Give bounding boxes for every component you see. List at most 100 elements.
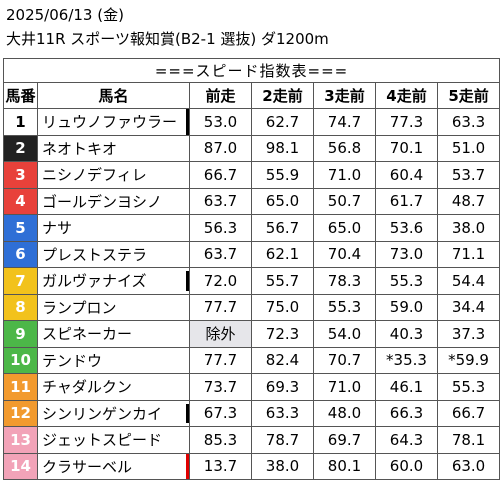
horse-name: ランプロン [37, 293, 190, 321]
speed-index-3: 56.8 [313, 134, 376, 162]
speed-index-1: 77.7 [189, 346, 252, 374]
speed-index-5: 51.0 [436, 134, 501, 162]
speed-index-2: 56.7 [251, 214, 314, 242]
horse-name: チャダルクン [37, 373, 190, 401]
horse-number: 6 [3, 240, 38, 268]
table-row: 14 クラサーベル 13.7 38.0 80.1 60.0 63.0 [3, 452, 501, 480]
speed-index-2: 82.4 [251, 346, 314, 374]
speed-index-1: 63.7 [189, 240, 252, 268]
column-header-2-races-ago: 2走前 [251, 82, 314, 109]
horse-name: テンドウ [37, 346, 190, 374]
speed-index-3: 54.0 [313, 320, 376, 348]
black-marker [186, 271, 189, 291]
speed-index-5: 53.7 [436, 161, 501, 189]
table-row: 9 スピネーカー 除外 72.3 54.0 40.3 37.3 [3, 320, 501, 348]
speed-index-4: 59.0 [375, 293, 438, 321]
horse-name-text: ジェットスピード [42, 431, 163, 450]
speed-index-2: 55.9 [251, 161, 314, 189]
speed-index-3: 71.0 [313, 161, 376, 189]
table-row: 8 ランプロン 77.7 75.0 55.3 59.0 34.4 [3, 293, 501, 321]
column-header-horse-name: 馬名 [37, 82, 190, 109]
table-title: ===スピード指数表=== [2, 58, 501, 83]
horse-name-text: ナサ [42, 219, 73, 238]
speed-index-4: 70.1 [375, 134, 438, 162]
speed-index-4: 73.0 [375, 240, 438, 268]
horse-name-text: シンリンゲンカイ [42, 404, 163, 423]
speed-index-5: 38.0 [436, 214, 501, 242]
horse-name-text: ネオトキオ [42, 139, 118, 158]
horse-number: 3 [3, 161, 38, 189]
speed-index-2: 62.1 [251, 240, 314, 268]
horse-name: リュウノファウラー [37, 108, 190, 136]
speed-index-4: 77.3 [375, 108, 438, 136]
column-header-4-races-ago: 4走前 [375, 82, 438, 109]
speed-index-2: 98.1 [251, 134, 314, 162]
speed-index-1: 73.7 [189, 373, 252, 401]
table-row: 13 ジェットスピード 85.3 78.7 69.7 64.3 78.1 [3, 426, 501, 454]
speed-index-4: 61.7 [375, 187, 438, 215]
horse-name-text: リュウノファウラー [42, 113, 178, 132]
horse-name-text: ガルヴァナイズ [42, 272, 147, 291]
column-header-number: 馬番 [3, 82, 38, 109]
horse-name: スピネーカー [37, 320, 190, 348]
table-row: 2 ネオトキオ 87.0 98.1 56.8 70.1 51.0 [3, 134, 501, 162]
table-row: 1 リュウノファウラー 53.0 62.7 74.7 77.3 63.3 [3, 108, 501, 136]
speed-index-4: 60.0 [375, 452, 438, 480]
speed-index-3: 71.0 [313, 373, 376, 401]
speed-index-1: 56.3 [189, 214, 252, 242]
speed-index-3: 78.3 [313, 267, 376, 295]
speed-index-2: 78.7 [251, 426, 314, 454]
horse-name: ジェットスピード [37, 426, 190, 454]
speed-index-5: *59.9 [436, 346, 501, 374]
speed-index-2: 55.7 [251, 267, 314, 295]
horse-number: 1 [3, 108, 38, 136]
black-marker [186, 403, 189, 423]
speed-index-1: 67.3 [189, 399, 252, 427]
horse-name: ゴールデンヨシノ [37, 187, 190, 215]
horse-name-text: テンドウ [42, 351, 103, 370]
horse-name-text: ランプロン [42, 298, 117, 317]
speed-index-1: 53.0 [189, 108, 252, 136]
horse-name: クラサーベル [37, 452, 190, 480]
speed-index-4: 60.4 [375, 161, 438, 189]
speed-index-1: 77.7 [189, 293, 252, 321]
speed-index-2: 65.0 [251, 187, 314, 215]
speed-index-5: 54.4 [436, 267, 501, 295]
horse-name-text: スピネーカー [42, 325, 133, 344]
horse-number: 4 [3, 187, 38, 215]
speed-index-3: 50.7 [313, 187, 376, 215]
horse-number: 12 [3, 399, 38, 427]
table-row: 11 チャダルクン 73.7 69.3 71.0 46.1 55.3 [3, 373, 501, 401]
horse-name-text: プレストステラ [42, 245, 148, 264]
speed-index-1: 除外 [189, 320, 252, 348]
race-date: 2025/06/13 (金) [6, 6, 124, 24]
speed-index-1: 13.7 [189, 452, 252, 480]
speed-index-1: 63.7 [189, 187, 252, 215]
horse-name: ガルヴァナイズ [37, 267, 190, 295]
speed-index-2: 38.0 [251, 452, 314, 480]
table-row: 10 テンドウ 77.7 82.4 70.7 *35.3 *59.9 [3, 346, 501, 374]
speed-index-5: 63.3 [436, 108, 501, 136]
speed-index-3: 70.7 [313, 346, 376, 374]
speed-index-4: 55.3 [375, 267, 438, 295]
speed-index-4: 66.3 [375, 399, 438, 427]
table-row: 5 ナサ 56.3 56.7 65.0 53.6 38.0 [3, 214, 501, 242]
speed-index-3: 70.4 [313, 240, 376, 268]
table-row: 12 シンリンゲンカイ 67.3 63.3 48.0 66.3 66.7 [3, 399, 501, 427]
speed-index-4: 53.6 [375, 214, 438, 242]
speed-index-5: 55.3 [436, 373, 501, 401]
speed-index-2: 75.0 [251, 293, 314, 321]
horse-number: 13 [3, 426, 38, 454]
speed-index-5: 48.7 [436, 187, 501, 215]
speed-index-3: 80.1 [313, 452, 376, 480]
speed-index-4: 46.1 [375, 373, 438, 401]
horse-number: 5 [3, 214, 38, 242]
column-header-3-races-ago: 3走前 [313, 82, 376, 109]
speed-index-4: 64.3 [375, 426, 438, 454]
horse-number: 14 [3, 452, 38, 480]
speed-index-3: 55.3 [313, 293, 376, 321]
horse-name: プレストステラ [37, 240, 190, 268]
horse-number: 2 [3, 134, 38, 162]
horse-number: 9 [3, 320, 38, 348]
column-header-5-races-ago: 5走前 [436, 82, 501, 109]
